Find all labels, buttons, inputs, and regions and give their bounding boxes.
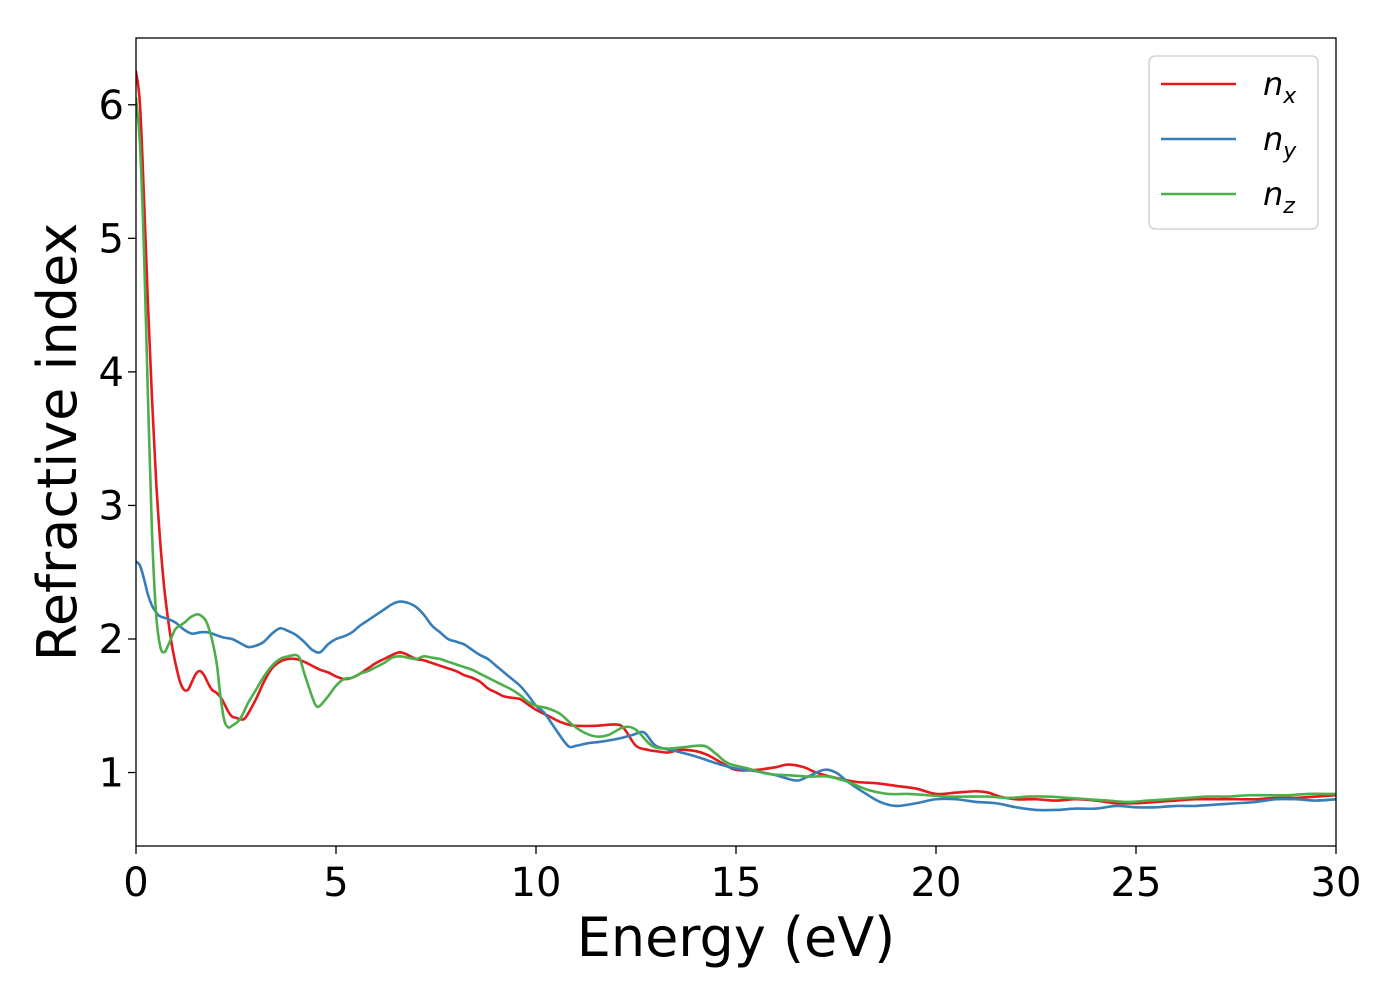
series-line-n-z: [136, 96, 1336, 804]
x-axis: 0 5 10 15 20 25 30: [123, 846, 1361, 906]
x-tick-label: 10: [511, 860, 562, 906]
x-tick-label: 15: [711, 860, 762, 906]
y-tick-label: 5: [99, 216, 124, 262]
x-tick-label: 25: [1111, 860, 1162, 906]
x-tick-label: 5: [323, 860, 348, 906]
series-line-n-x: [136, 70, 1336, 805]
series-line-n-y: [136, 560, 1336, 812]
y-axis-label: Refractive index: [26, 223, 89, 662]
legend-box: [1148, 55, 1319, 230]
legend-label-n-y: ny: [1263, 120, 1297, 164]
y-tick-label: 3: [99, 483, 124, 529]
y-tick-label: 4: [99, 350, 124, 396]
y-tick-label: 2: [99, 617, 124, 663]
legend-label-n-z: nz: [1263, 175, 1295, 219]
x-axis-label: Energy (eV): [577, 906, 896, 969]
series-layer: [136, 70, 1336, 812]
x-tick-label: 0: [123, 860, 148, 906]
legend-label-n-x: nx: [1263, 65, 1297, 109]
y-tick-label: 1: [99, 751, 124, 797]
x-tick-label: 20: [911, 860, 962, 906]
legend: nx ny nz: [1148, 55, 1319, 230]
x-tick-label: 30: [1311, 860, 1362, 906]
y-tick-label: 6: [99, 83, 124, 129]
y-axis: 1 2 3 4 5 6: [99, 83, 136, 797]
